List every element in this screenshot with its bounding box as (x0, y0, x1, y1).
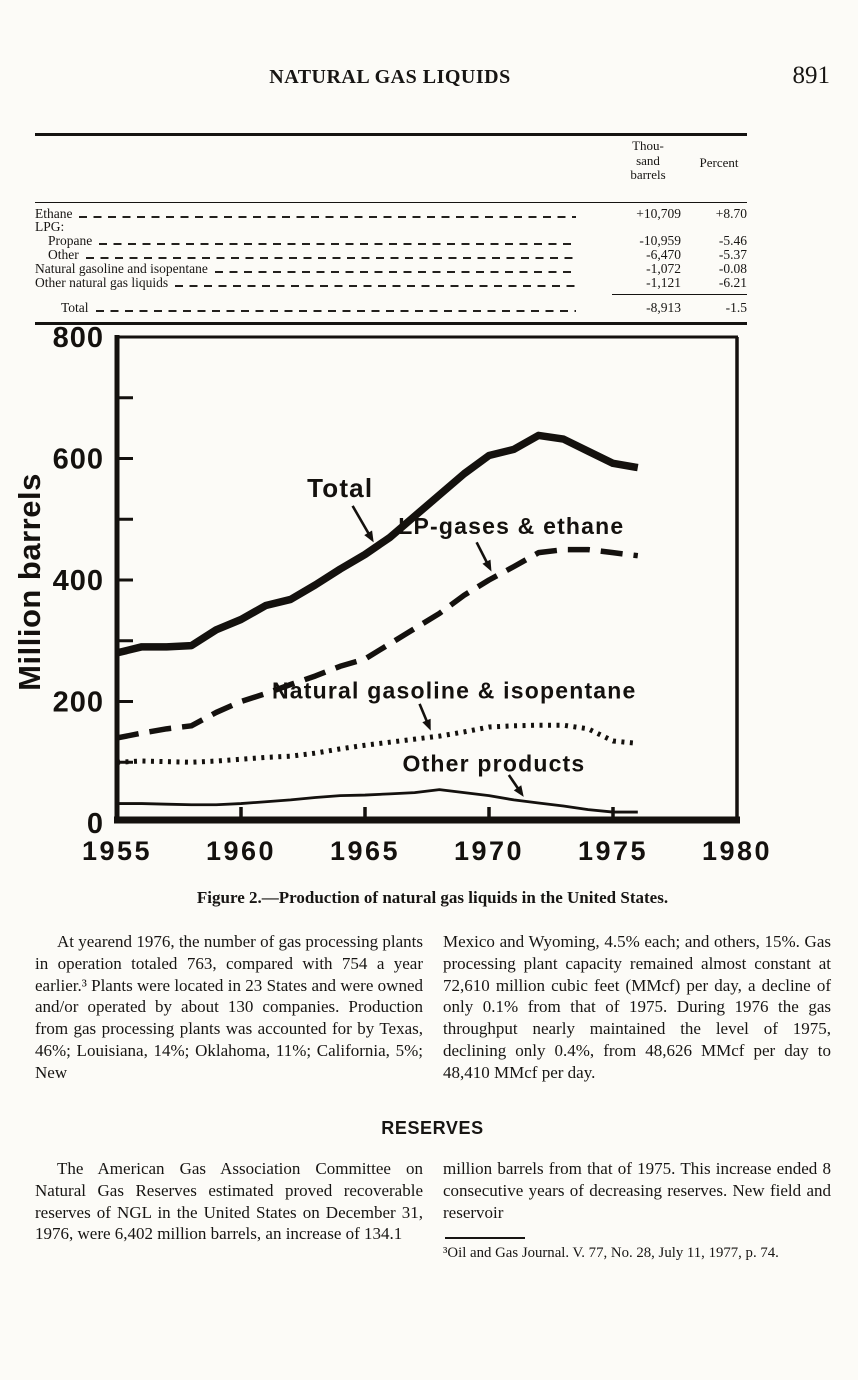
x-tick-label: 1970 (454, 836, 524, 866)
y-tick-label: 800 (53, 322, 104, 354)
series-label: Natural gasoline & isopentane (272, 678, 637, 704)
annotation-arrow-line (475, 541, 490, 565)
cell-percent: +8.70 (715, 205, 747, 221)
table-row: Natural gasoline and isopentane -1,072 -0.… (35, 260, 747, 276)
cell-thousand-barrels: -1,072 (646, 260, 681, 276)
text-column-right-2: million barrels from that of 1975. This … (443, 1158, 831, 1262)
footnote: ³Oil and Gas Journal. V. 77, No. 28, Jul… (443, 1245, 779, 1262)
row-label: LPG: (35, 219, 65, 235)
table-rule-header (35, 202, 747, 203)
series-label: Other products (402, 750, 585, 776)
dash-leader (175, 284, 576, 287)
table-row: Other natural gas liquids -1,121 -6.21 (35, 274, 747, 290)
y-tick-label: 600 (53, 444, 104, 476)
cell-percent: -5.46 (718, 233, 747, 249)
text-column-left: At yearend 1976, the number of gas proce… (35, 931, 423, 1084)
x-tick-label: 1965 (330, 836, 400, 866)
dash-leader (99, 243, 576, 246)
text-column-right: Mexico and Wyoming, 4.5% each; and other… (443, 931, 831, 1084)
table-total-section: Total -8,913 -1.5 (35, 295, 747, 322)
table-row: LPG: (35, 219, 747, 235)
total-percent: -1.5 (725, 299, 747, 315)
page-title: NATURAL GAS LIQUIDS (269, 66, 511, 88)
y-tick-label: 400 (53, 565, 104, 597)
annotation-arrow-head (482, 559, 492, 572)
cell-thousand-barrels: -1,121 (646, 274, 681, 290)
section-heading-reserves: RESERVES (381, 1118, 484, 1138)
annotation-arrow-line (351, 505, 371, 537)
dash-leader (95, 309, 576, 312)
row-label: Ethane (35, 205, 73, 221)
cell-thousand-barrels: +10,709 (636, 205, 681, 221)
footnote-rule (445, 1237, 525, 1240)
y-axis-title: Million barrels (12, 473, 47, 691)
total-label: Total (61, 299, 89, 315)
annotation-arrow-head (422, 718, 431, 731)
dash-leader (85, 257, 576, 260)
table-rows: Ethane +10,709 +8.70 LPG: Propane -10,959 -5.4… (35, 203, 747, 291)
figure-caption: Figure 2.—Production of natural gas liqu… (196, 888, 669, 907)
row-label: Other (48, 246, 79, 262)
cell-thousand-barrels: -6,470 (646, 246, 681, 262)
table-row: Propane -10,959 -5.46 (35, 233, 747, 249)
cell-percent: -6.21 (718, 274, 747, 290)
annotation-arrow-line (507, 774, 521, 791)
dash-leader (79, 215, 576, 218)
col-header-percent: Percent (699, 155, 739, 170)
x-tick-label: 1960 (206, 836, 276, 866)
series-label: LP-gases & ethane (398, 513, 624, 539)
paragraph: The American Gas Association Committee o… (35, 1159, 423, 1244)
series-label: Total (307, 473, 373, 503)
annotation-arrow-head (513, 785, 524, 797)
row-label: Other natural gas liquids (35, 274, 169, 290)
change-table: Thou- sand barrels Percent Ethane +10,709… (35, 133, 747, 325)
series-other-products (117, 788, 638, 814)
col-header-thousand-barrels: Thou- sand barrels (630, 138, 666, 182)
x-tick-label: 1980 (702, 836, 772, 866)
figure-2-chart: 0 200 400 600 800 1955 1960 1965 1970 1975 1980 Mil… (12, 322, 772, 866)
table-rule-bottom (35, 321, 747, 325)
table-row-total: Total -8,913 -1.5 (35, 299, 747, 315)
text-column-left-2: The American Gas Association Committee o… (35, 1158, 423, 1245)
total-thousand-barrels: -8,913 (646, 299, 681, 315)
annotation-arrow-line (418, 703, 429, 724)
table-row: Other -6,470 -5.37 (35, 246, 747, 262)
y-tick-label: 200 (53, 687, 104, 719)
paragraph: At yearend 1976, the number of gas proce… (35, 932, 423, 1082)
paragraph: Mexico and Wyoming, 4.5% each; and other… (443, 932, 831, 1082)
table-row: Ethane +10,709 +8.70 (35, 205, 747, 221)
cell-percent: -0.08 (718, 260, 747, 276)
series-lp-gases-ethane (116, 546, 639, 741)
table-rule-top (35, 133, 747, 136)
y-tick-label: 0 (87, 808, 104, 840)
page-number: 891 (792, 62, 831, 89)
series-total (116, 431, 639, 657)
x-tick-label: 1955 (82, 836, 152, 866)
table-rule-subtotal (612, 293, 747, 295)
figure-2: 0 200 400 600 800 1955 1960 1965 1970 1975 1980 Mil… (0, 320, 858, 885)
series-natural-gasoline-isopentane (116, 722, 639, 765)
x-tick-label: 1975 (578, 836, 648, 866)
row-label: Propane (48, 233, 93, 249)
running-head: NATURAL GAS LIQUIDS 891 (35, 62, 830, 92)
annotation-arrow-head (364, 530, 374, 543)
cell-thousand-barrels: -10,959 (639, 233, 681, 249)
dash-leader (214, 270, 576, 273)
cell-percent: -5.37 (718, 246, 747, 262)
paragraph: million barrels from that of 1975. This … (443, 1159, 831, 1222)
table-header: Thou- sand barrels Percent (35, 136, 747, 202)
row-label: Natural gasoline and isopentane (35, 260, 208, 276)
